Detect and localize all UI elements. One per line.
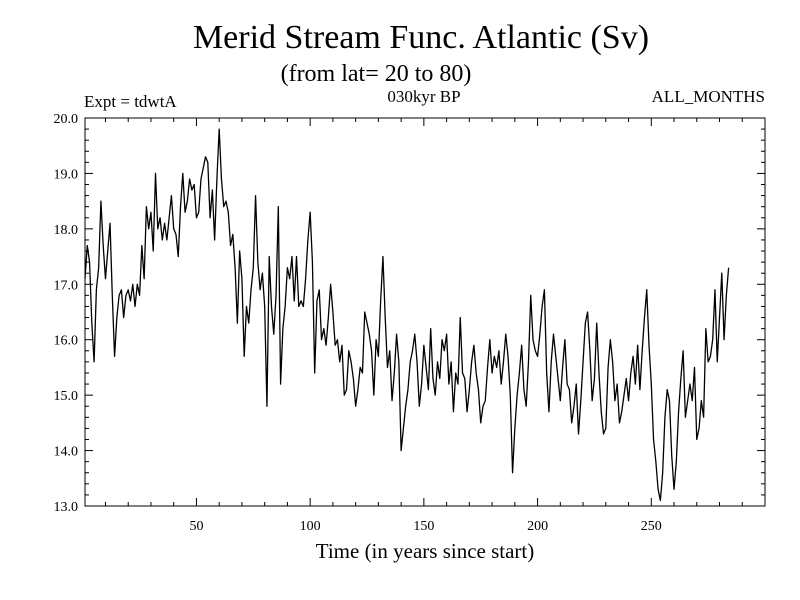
x-axis-label: Time (in years since start) xyxy=(316,539,535,563)
experiment-label: Expt = tdwtA xyxy=(84,92,177,111)
series-line xyxy=(84,128,730,502)
y-tick-label: 19.0 xyxy=(54,167,79,182)
x-tick-label: 100 xyxy=(300,519,321,534)
chart-subtitle: (from lat= 20 to 80) xyxy=(281,61,472,87)
x-tick-label: 150 xyxy=(413,519,434,534)
x-tick-label: 50 xyxy=(189,519,203,534)
y-tick-label: 17.0 xyxy=(54,278,79,293)
chart-title: Merid Stream Func. Atlantic (Sv) xyxy=(193,19,649,56)
y-axis: 13.0 14.0 15.0 16.0 17.0 18.0 19.0 20.0 xyxy=(54,112,765,515)
y-tick-label: 14.0 xyxy=(54,445,79,460)
period-label: 030kyr BP xyxy=(387,87,460,106)
y-tick-label: 15.0 xyxy=(54,389,79,404)
y-tick-label: 16.0 xyxy=(54,334,79,349)
x-axis: 50 100 150 200 250 xyxy=(104,118,743,534)
x-tick-label: 250 xyxy=(641,519,662,534)
months-label: ALL_MONTHS xyxy=(652,87,765,106)
y-tick-label: 18.0 xyxy=(54,223,79,238)
y-tick-label: 20.0 xyxy=(54,112,79,127)
y-tick-label: 13.0 xyxy=(54,500,79,515)
plot-frame xyxy=(84,117,766,507)
x-tick-label: 200 xyxy=(527,519,548,534)
